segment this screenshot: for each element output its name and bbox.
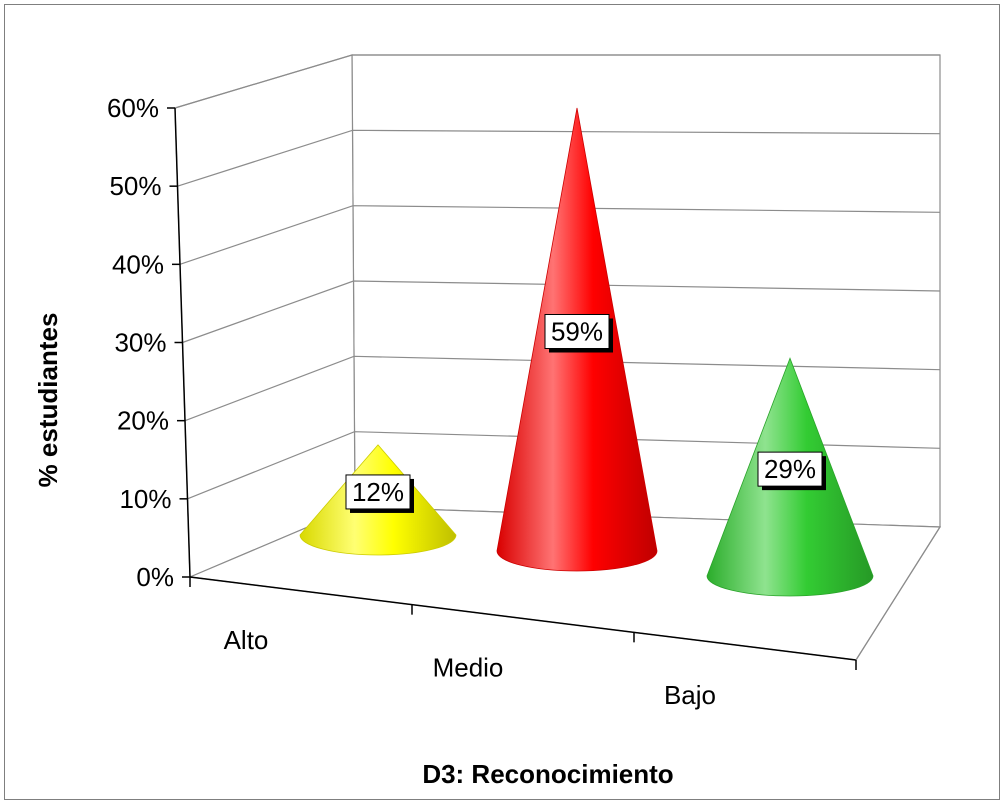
x-axis-title: D3: Reconocimiento <box>422 759 673 789</box>
category-label: Medio <box>433 653 504 683</box>
y-tick-label: 50% <box>109 171 161 201</box>
category-label: Alto <box>224 625 269 655</box>
data-label-box <box>345 474 411 510</box>
y-tick-label: 40% <box>112 249 164 279</box>
back-wall <box>351 54 941 528</box>
y-tick-label: 0% <box>136 562 174 592</box>
y-axis-title: % estudiantes <box>33 313 63 488</box>
y-tick-label: 20% <box>117 406 169 436</box>
data-label-box <box>544 314 610 349</box>
gridlines <box>174 54 941 500</box>
gridline <box>174 54 940 109</box>
data-labels: 12% 59% 29% <box>345 314 826 513</box>
axes: 0% 10% 20% 30% 40% 50% 60% Alto Medio Bajo <box>107 93 941 710</box>
floor-edge <box>855 526 941 661</box>
gridline <box>179 205 941 265</box>
gridline <box>187 431 941 500</box>
side-wall <box>174 54 356 578</box>
y-tick-label: 30% <box>114 328 166 358</box>
gridline <box>182 280 941 344</box>
x-axis-line <box>189 576 857 661</box>
y-tick-label: 10% <box>119 484 171 514</box>
y-tick-label: 60% <box>107 93 159 123</box>
y-axis-line <box>174 107 191 578</box>
gridline <box>177 129 941 187</box>
gridline <box>184 355 941 422</box>
data-label: 29% <box>764 454 816 484</box>
data-label-box <box>757 451 823 487</box>
data-label: 59% <box>551 317 603 347</box>
category-label: Bajo <box>664 680 716 710</box>
data-label: 12% <box>352 477 404 507</box>
